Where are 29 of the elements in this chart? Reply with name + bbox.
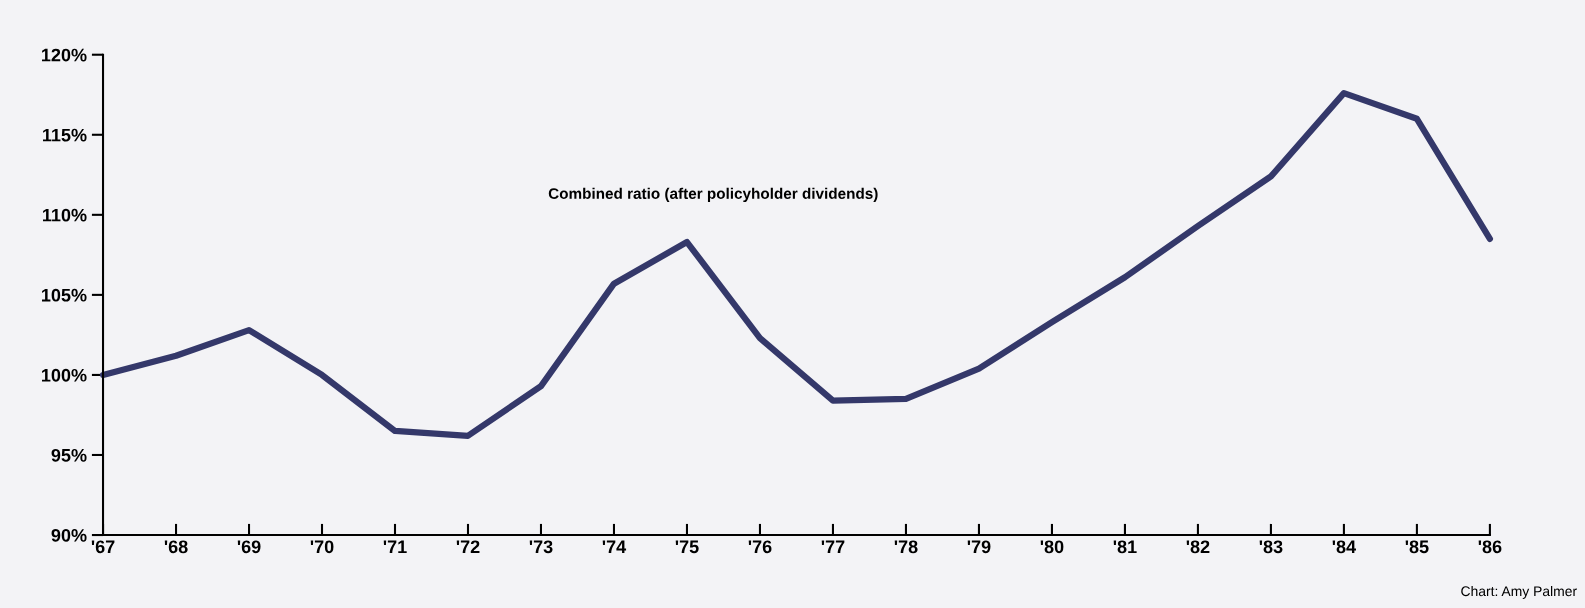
y-tick-label: 90% (51, 528, 87, 542)
x-tick-label: '86 (1478, 540, 1502, 554)
x-tick-label: '68 (164, 540, 188, 554)
x-tick-label: '79 (967, 540, 991, 554)
x-tick-label: '77 (821, 540, 845, 553)
x-tick-label: '76 (748, 540, 772, 554)
y-tick-label: 95% (51, 448, 87, 462)
y-tick-label: 115% (43, 128, 87, 142)
text: Chart: Amy Palmer (1461, 585, 1577, 599)
x-tick-label: '69 (237, 540, 261, 554)
y-tick-label: 110% (43, 208, 87, 222)
y-tick-label: 105% (42, 288, 87, 302)
x-tick-label: '81 (1113, 540, 1137, 554)
x-tick-label: '67 (91, 540, 115, 554)
x-tick-label: '82 (1186, 540, 1210, 554)
x-tick-label: '84 (1332, 540, 1357, 554)
x-tick-label: '78 (894, 540, 918, 554)
x-tick-label: '83 (1259, 540, 1283, 554)
x-tick-label: '74 (602, 540, 627, 553)
y-tick-label: 120% (42, 48, 87, 62)
x-tick-label: '72 (456, 540, 480, 553)
x-tick-label: '70 (310, 540, 334, 554)
x-tick-label: '75 (675, 540, 699, 554)
y-tick-label: 100% (42, 368, 87, 382)
x-tick-label: '73 (529, 540, 553, 554)
annotation: Combined ratio (after policyholder dividends) (548, 187, 878, 202)
x-tick-label: '85 (1405, 540, 1429, 554)
x-tick-label: '80 (1040, 540, 1064, 554)
x-tick-label: '71 (383, 540, 407, 553)
